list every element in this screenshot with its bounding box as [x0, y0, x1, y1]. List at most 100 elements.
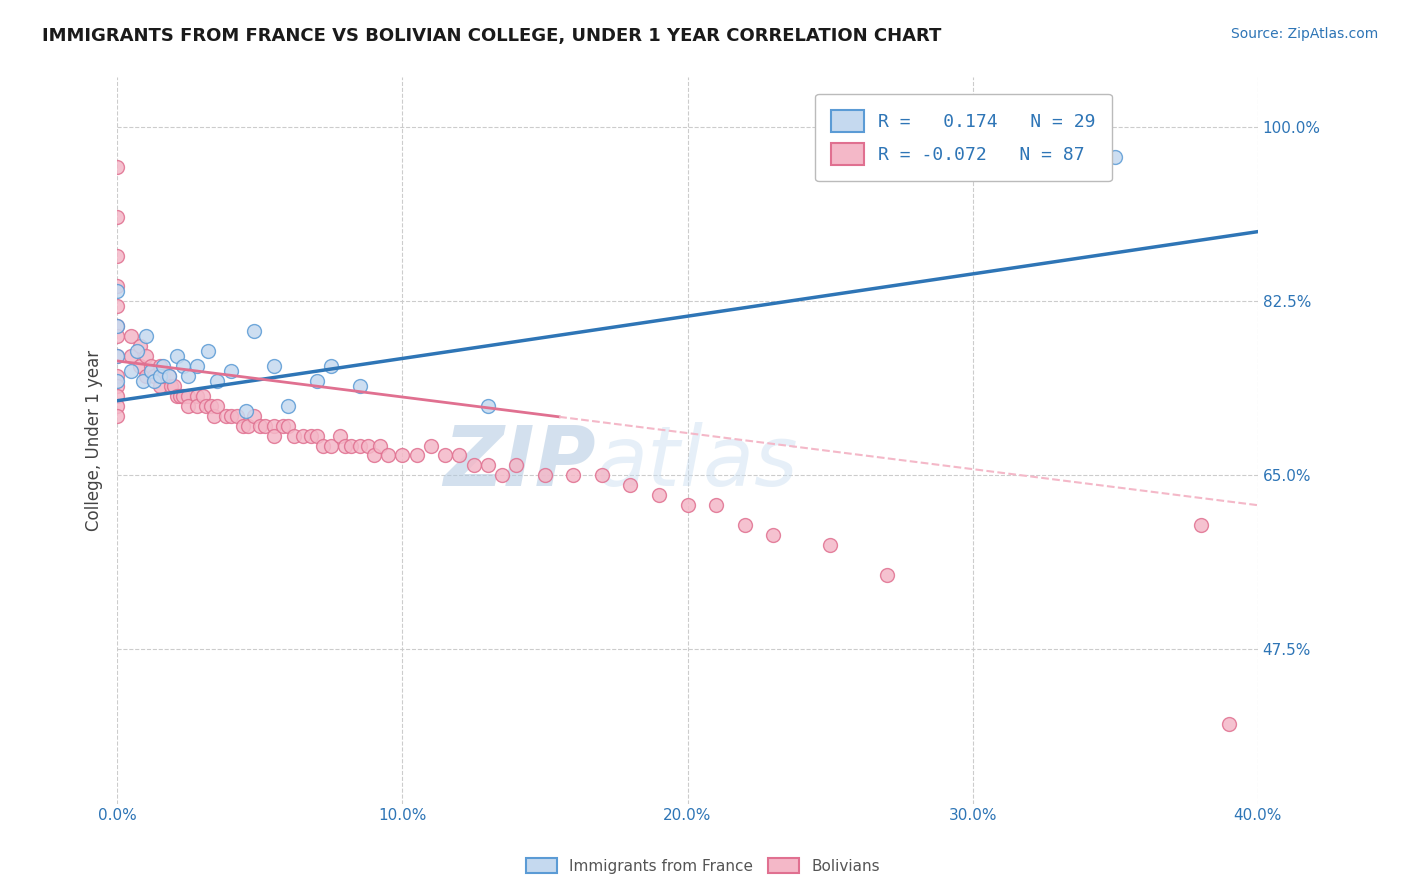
Point [135, 349, 157, 363]
Point [329, 428, 352, 442]
Point [105, 389, 128, 403]
Point [172, 359, 194, 373]
Point [818, 538, 841, 552]
Point [277, 399, 299, 413]
Point [1104, 150, 1126, 164]
Point [349, 379, 371, 393]
Point [1218, 717, 1240, 731]
Point [340, 438, 363, 452]
Point [105, 329, 128, 343]
Point [1189, 518, 1212, 533]
Point [177, 399, 200, 413]
Point [186, 359, 208, 373]
Text: atlas: atlas [596, 422, 797, 503]
Point [141, 359, 163, 373]
Point [491, 468, 513, 483]
Point [105, 319, 128, 334]
Point [271, 418, 294, 433]
Point [291, 428, 314, 442]
Point [132, 374, 155, 388]
Point [449, 449, 471, 463]
Point [157, 368, 180, 383]
Point [135, 329, 157, 343]
Point [299, 428, 322, 442]
Point [129, 339, 152, 353]
Text: IMMIGRANTS FROM FRANCE VS BOLIVIAN COLLEGE, UNDER 1 YEAR CORRELATION CHART: IMMIGRANTS FROM FRANCE VS BOLIVIAN COLLE… [42, 27, 942, 45]
Point [105, 210, 128, 224]
Point [105, 319, 128, 334]
Point [160, 379, 183, 393]
Point [135, 368, 157, 383]
Point [676, 498, 699, 512]
Point [254, 418, 277, 433]
Point [172, 389, 194, 403]
Point [226, 409, 249, 423]
Point [105, 349, 128, 363]
Point [349, 438, 371, 452]
Point [762, 528, 785, 542]
Point [166, 349, 188, 363]
Point [194, 399, 217, 413]
Point [105, 368, 128, 383]
Point [232, 418, 254, 433]
Point [205, 399, 228, 413]
Point [105, 299, 128, 313]
Point [648, 488, 671, 502]
Y-axis label: College, Under 1 year: College, Under 1 year [86, 350, 103, 531]
Point [152, 359, 174, 373]
Point [120, 364, 142, 378]
Point [105, 379, 128, 393]
Point [243, 409, 266, 423]
Point [163, 379, 186, 393]
Point [157, 368, 180, 383]
Point [197, 343, 219, 358]
Point [477, 399, 499, 413]
Point [357, 438, 380, 452]
Point [143, 368, 166, 383]
Point [191, 389, 214, 403]
Point [120, 329, 142, 343]
Point [368, 438, 391, 452]
Point [283, 428, 305, 442]
Point [105, 279, 128, 293]
Point [238, 418, 260, 433]
Point [152, 368, 174, 383]
Point [419, 438, 441, 452]
Point [166, 389, 188, 403]
Point [263, 428, 285, 442]
Point [319, 359, 342, 373]
Point [305, 428, 328, 442]
Point [141, 364, 163, 378]
Point [249, 418, 271, 433]
Legend: Immigrants from France, Bolivians: Immigrants from France, Bolivians [520, 852, 886, 880]
Point [377, 449, 399, 463]
Point [311, 438, 333, 452]
Point [263, 359, 285, 373]
Point [477, 458, 499, 473]
Point [105, 409, 128, 423]
Point [200, 399, 222, 413]
Point [120, 349, 142, 363]
Point [534, 468, 557, 483]
Point [105, 250, 128, 264]
Point [434, 449, 457, 463]
Point [105, 285, 128, 299]
Point [105, 399, 128, 413]
Point [205, 374, 228, 388]
Point [319, 438, 342, 452]
Point [186, 389, 208, 403]
Point [143, 374, 166, 388]
Point [219, 364, 242, 378]
Point [505, 458, 527, 473]
Point [177, 389, 200, 403]
Legend: R =   0.174   N = 29, R = -0.072   N = 87: R = 0.174 N = 29, R = -0.072 N = 87 [815, 94, 1112, 181]
Point [335, 438, 357, 452]
Point [186, 399, 208, 413]
Point [202, 409, 225, 423]
Point [149, 379, 172, 393]
Point [363, 449, 385, 463]
Point [169, 389, 191, 403]
Text: ZIP: ZIP [444, 422, 596, 503]
Point [235, 403, 257, 417]
Point [405, 449, 427, 463]
